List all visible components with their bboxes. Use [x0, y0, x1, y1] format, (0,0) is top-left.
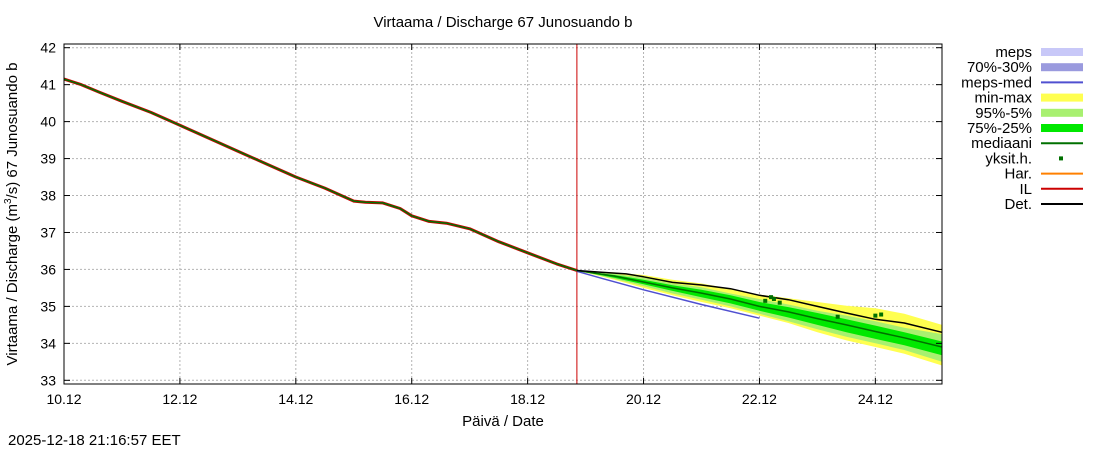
mediaani-line: [576, 269, 943, 348]
yksit-point: [835, 314, 840, 319]
det-forecast-line: [576, 269, 943, 334]
legend-label-p75_25: 75%-25%: [967, 120, 1032, 137]
observed-line: [63, 78, 578, 272]
x-tick-label: 12.12: [162, 391, 197, 407]
legend-swatch-p75_25: [1041, 124, 1083, 132]
legend-label-meps: meps: [995, 44, 1032, 61]
yksit-point: [769, 295, 774, 300]
y-tick-label: 42: [40, 40, 56, 56]
y-tick-label: 41: [40, 77, 56, 93]
y-tick-label: 36: [40, 261, 56, 277]
legend-swatch-meps: [1041, 48, 1083, 56]
y-axis-label-main: Virtaama / Discharge (m: [4, 204, 21, 365]
x-tick-label: 20.12: [626, 391, 661, 407]
y-axis-label-sup: 3: [3, 198, 14, 204]
y-tick-label: 35: [40, 298, 56, 314]
x-tick-label: 18.12: [510, 391, 545, 407]
legend-label-har: Har.: [1004, 166, 1032, 183]
yksit-point: [771, 297, 776, 301]
legend-swatch-p95_5: [1041, 108, 1083, 117]
legend-label-meps_med: meps-med: [961, 74, 1032, 91]
yksit-markers: [763, 295, 884, 319]
legend: meps70%-30%meps-medmin-max95%-5%75%-25%m…: [961, 44, 1083, 213]
legend-label-min_max: min-max: [974, 90, 1032, 107]
y-tick-label: 33: [40, 372, 56, 388]
x-axis-ticks: 10.12 12.12 14.12 16.12 18.12 20.12 22.12 24.12: [46, 44, 893, 407]
y-tick-label: 39: [40, 151, 56, 167]
legend-label-mediaani: mediaani: [971, 135, 1032, 152]
x-tick-label: 14.12: [278, 391, 313, 407]
yksit-point: [763, 298, 768, 303]
legend-swatch-p70_30: [1041, 63, 1083, 72]
x-tick-label: 24.12: [858, 391, 893, 407]
y-tick-label: 34: [40, 335, 56, 351]
meps-med-line: [576, 270, 760, 319]
yksit-point: [777, 300, 782, 305]
x-axis-label: Päivä / Date: [462, 413, 544, 430]
x-tick-label: 22.12: [742, 391, 777, 407]
timestamp: 2025-12-18 21:16:57 EET: [8, 432, 181, 449]
y-tick-label: 37: [40, 224, 56, 240]
y-axis-ticks: 33 34 35 36 37 38 39 40 41 42: [40, 40, 942, 388]
yksit-point: [873, 313, 878, 318]
plot-frame: [63, 43, 943, 385]
x-tick-label: 16.12: [394, 391, 429, 407]
series-lines: [63, 44, 943, 384]
y-axis-label: Virtaama / Discharge (m3/s) 67 Junosuand…: [3, 63, 21, 366]
legend-swatch-min_max: [1041, 93, 1083, 102]
legend-label-p95_5: 95%-5%: [975, 105, 1032, 122]
legend-label-yksit: yksit.h.: [985, 150, 1032, 167]
grid: [64, 44, 942, 384]
legend-label-det: Det.: [1004, 196, 1032, 213]
y-axis-label-tail: /s) 67 Junosuando b: [4, 63, 21, 199]
y-tick-label: 38: [40, 188, 56, 204]
chart-title: Virtaama / Discharge 67 Junosuando b: [373, 14, 632, 31]
legend-label-p70_30: 70%-30%: [967, 59, 1032, 76]
x-tick-label: 10.12: [46, 391, 81, 407]
legend-swatch-yksit: [1059, 156, 1063, 161]
y-tick-label: 40: [40, 114, 56, 130]
yksit-point: [879, 312, 884, 317]
legend-label-il: IL: [1019, 181, 1032, 198]
